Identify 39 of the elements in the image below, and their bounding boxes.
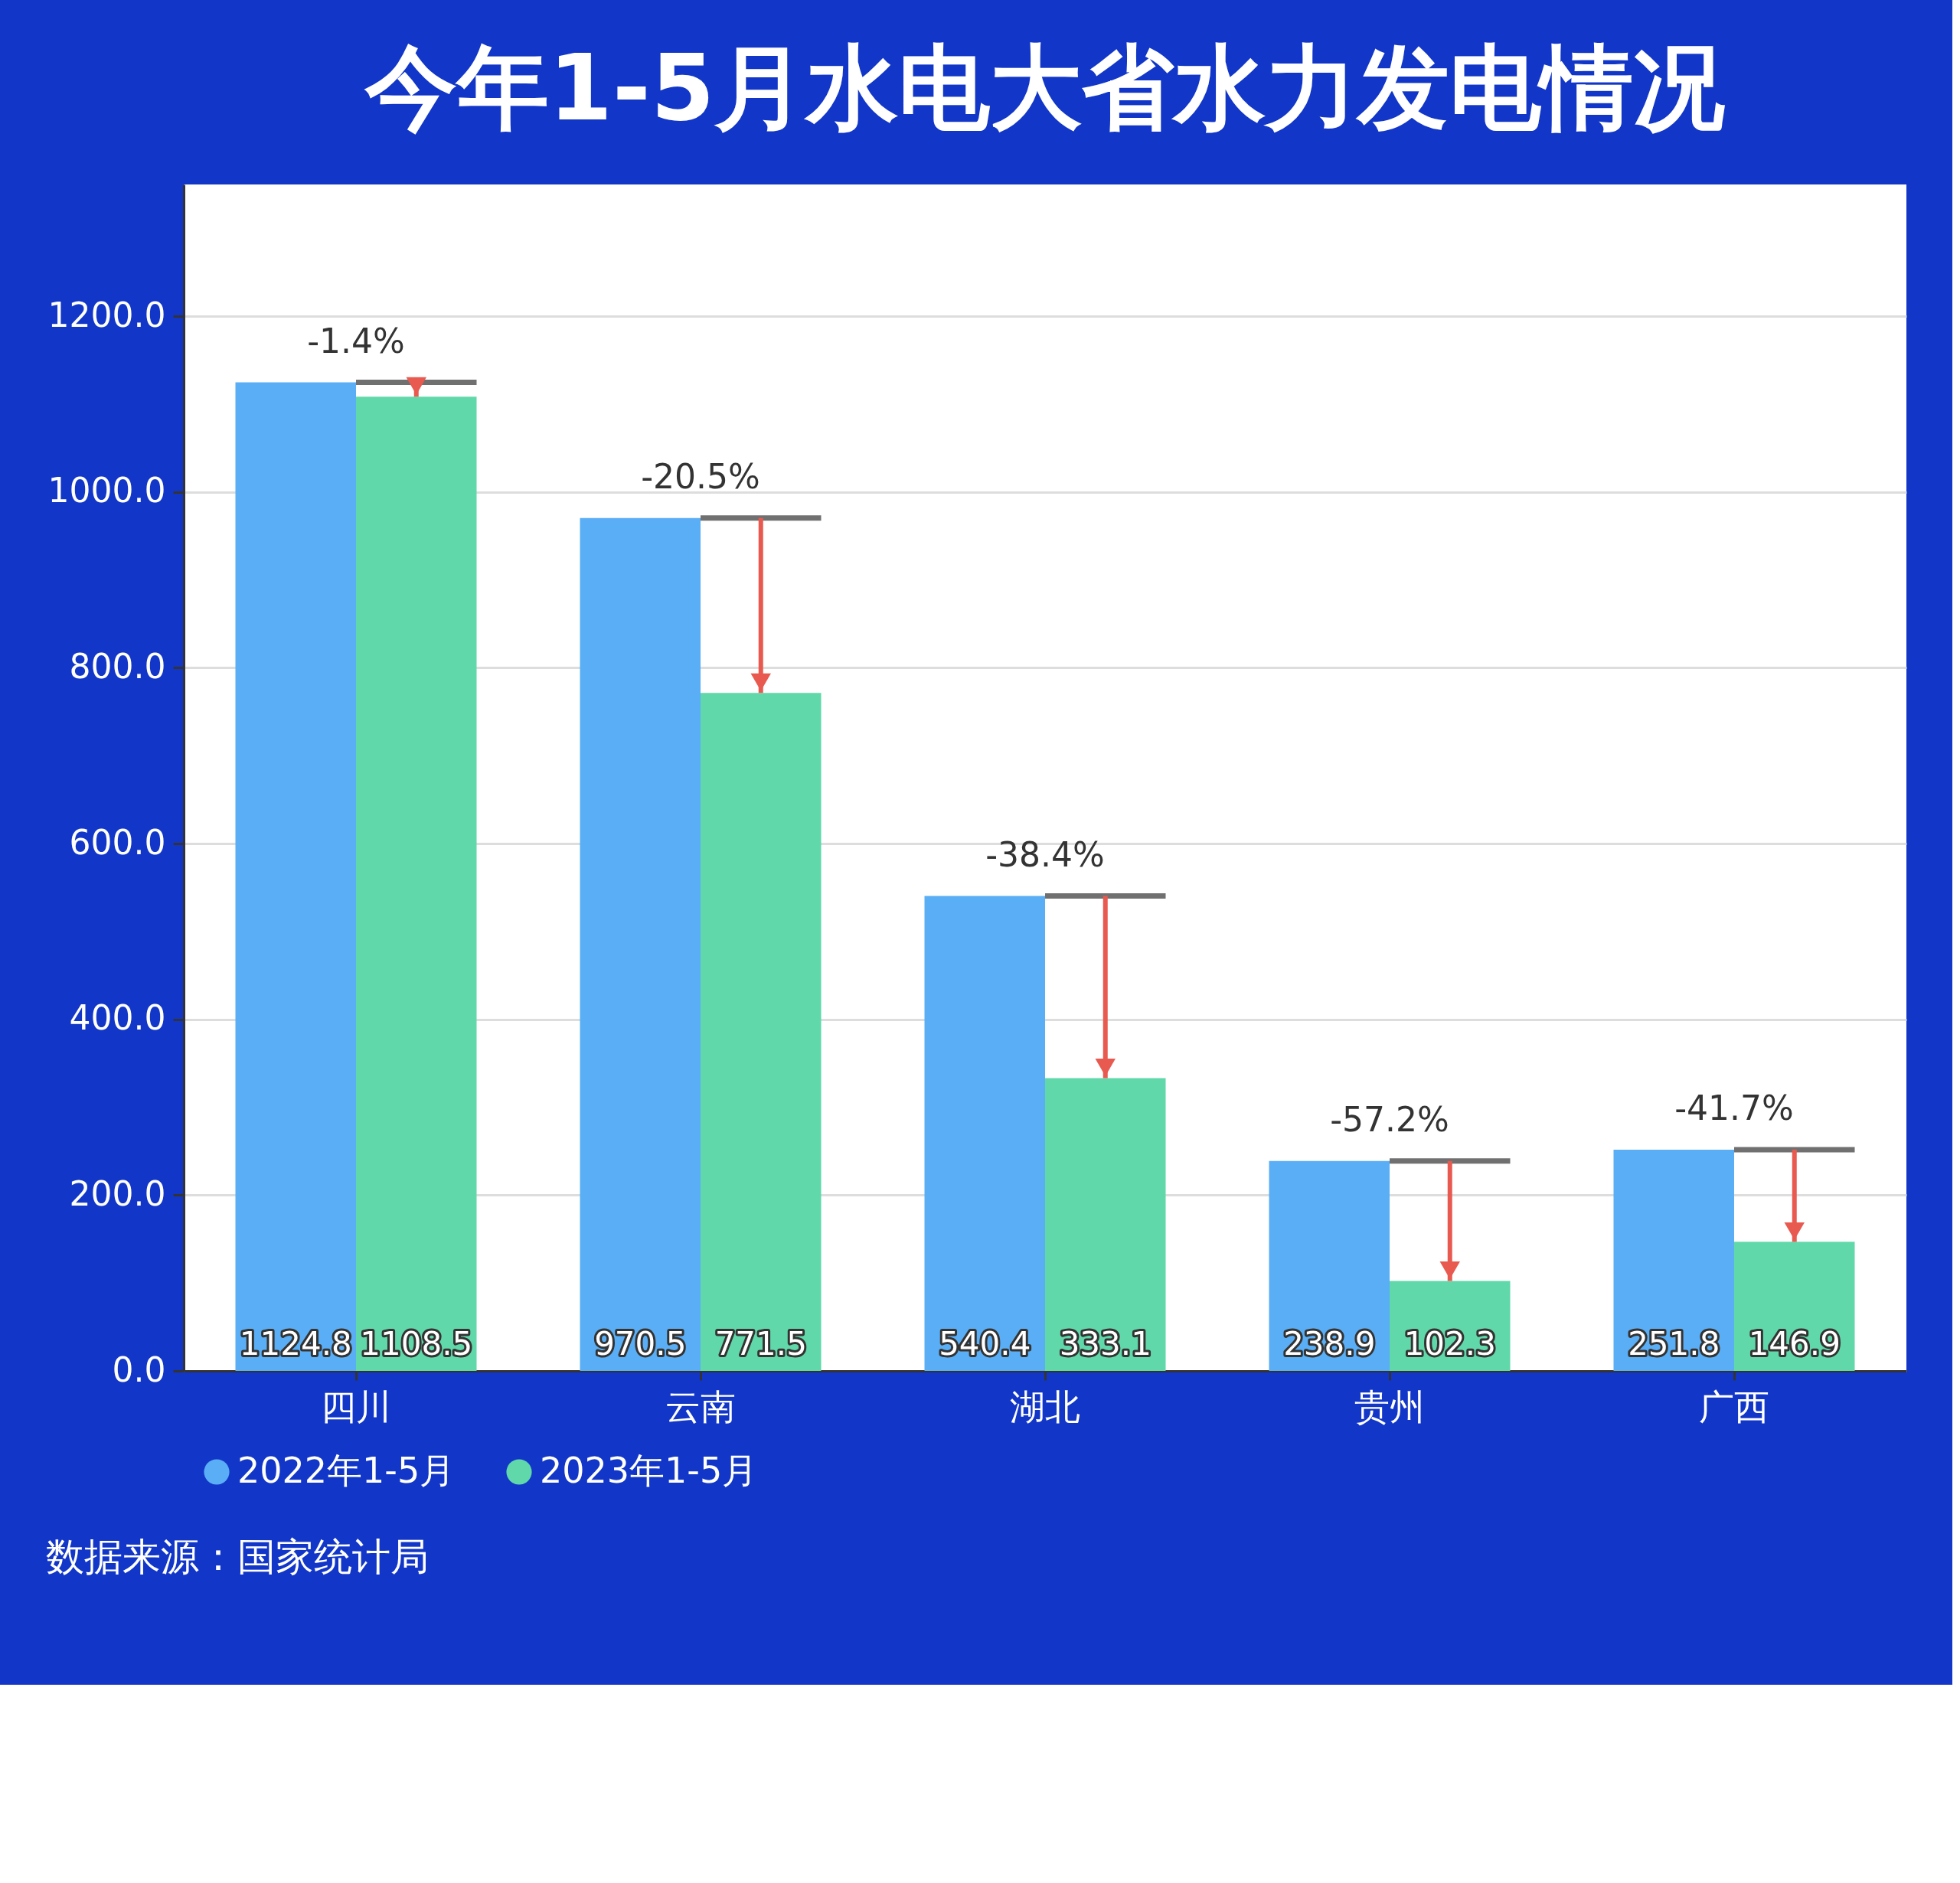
data-label: 970.5 bbox=[594, 1325, 687, 1362]
bar bbox=[701, 693, 822, 1371]
y-tick-label: 1000.0 bbox=[47, 471, 166, 511]
chart-title: 今年1-5月水电大省水力发电情况 bbox=[363, 34, 1726, 141]
legend-label: 2022年1-5月 bbox=[237, 1450, 456, 1491]
bar bbox=[1613, 1149, 1734, 1371]
bar bbox=[924, 896, 1045, 1371]
x-tick-label: 贵州 bbox=[1354, 1385, 1425, 1428]
data-label: 102.3 bbox=[1403, 1325, 1496, 1362]
bar bbox=[1269, 1160, 1390, 1371]
data-label: 1124.8 bbox=[239, 1325, 352, 1362]
annotation: -20.5% bbox=[641, 456, 760, 496]
x-tick-label: 广西 bbox=[1699, 1385, 1769, 1428]
y-tick-label: 600.0 bbox=[69, 822, 166, 862]
source-note: 数据来源：国家统计局 bbox=[46, 1535, 429, 1579]
data-label: 1108.5 bbox=[360, 1325, 473, 1362]
data-label: 771.5 bbox=[714, 1325, 807, 1362]
annotation: -1.4% bbox=[307, 321, 405, 361]
annotation: -57.2% bbox=[1330, 1099, 1449, 1139]
data-label: 540.4 bbox=[939, 1325, 1031, 1362]
y-tick-label: 0.0 bbox=[112, 1349, 166, 1389]
legend-label: 2023年1-5月 bbox=[540, 1450, 758, 1491]
y-tick-label: 1200.0 bbox=[47, 295, 166, 335]
bar bbox=[356, 397, 477, 1371]
x-tick-label: 湖北 bbox=[1010, 1385, 1080, 1428]
y-tick-label: 400.0 bbox=[69, 998, 166, 1038]
data-label: 238.9 bbox=[1283, 1325, 1376, 1362]
x-tick-label: 四川 bbox=[321, 1385, 391, 1428]
bar bbox=[1045, 1078, 1166, 1371]
data-label: 251.8 bbox=[1628, 1325, 1720, 1362]
bar bbox=[235, 382, 356, 1371]
bar bbox=[580, 517, 701, 1371]
data-label: 146.9 bbox=[1748, 1325, 1841, 1362]
x-tick-label: 云南 bbox=[665, 1385, 736, 1428]
y-tick-label: 200.0 bbox=[69, 1173, 166, 1213]
annotation: -38.4% bbox=[985, 834, 1105, 874]
y-tick-label: 800.0 bbox=[69, 646, 166, 686]
annotation: -41.7% bbox=[1674, 1088, 1794, 1128]
data-label: 333.1 bbox=[1059, 1325, 1152, 1362]
